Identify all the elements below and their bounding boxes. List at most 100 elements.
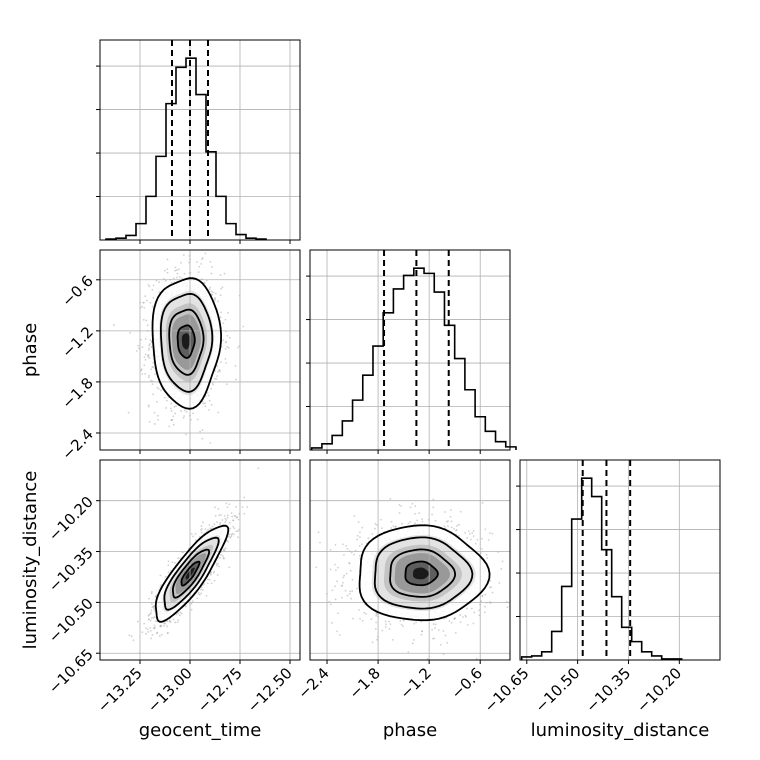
hist-bar-geocent_time [216,196,226,240]
x-axis-label-luminosity_distance: luminosity_distance [531,720,710,741]
hist-step-geocent_time [105,57,267,240]
sample-point [411,502,414,505]
sample-point [235,505,237,508]
sample-point [481,502,484,504]
sample-point [210,290,213,293]
sample-point [412,638,415,641]
sample-point [166,258,169,261]
sample-point [216,365,218,367]
sample-point [375,524,378,526]
sample-point [345,572,348,575]
sample-point [153,411,156,414]
sample-point [224,517,227,520]
sample-point [415,621,417,624]
sample-point [177,557,179,560]
sample-point [376,638,378,641]
sample-point [338,634,341,636]
sample-point [212,571,215,574]
sample-point [217,411,220,414]
sample-point [147,618,150,621]
sample-point [225,519,228,521]
sample-point [238,528,241,531]
hist-step-phase [310,267,517,450]
contour-line [151,277,223,410]
hist-bar-phase [414,268,424,450]
sample-point [358,609,360,611]
sample-point [342,576,345,579]
sample-point [388,620,390,623]
sample-point [234,515,237,517]
sample-point [176,272,179,275]
sample-point [149,339,152,341]
sample-point [421,518,423,520]
sample-point [172,618,175,621]
sample-point [414,512,416,515]
sample-point [350,597,353,600]
sample-point [464,531,467,534]
sample-point [113,324,115,326]
sample-point [190,418,192,421]
sample-point [148,357,151,360]
sample-point [487,539,490,541]
sample-point [160,389,162,392]
sample-point [164,575,167,578]
x-tick-label-luminosity_distance: −10.65 [481,664,533,716]
y-tick-label-luminosity_distance: −10.20 [45,493,97,545]
sample-point [212,383,214,386]
sample-point [234,378,237,381]
contour-line [404,560,439,587]
sample-point [447,525,449,528]
sample-point [358,536,361,539]
axes-frame [99,39,301,241]
sample-point [144,358,147,361]
sample-point [151,366,154,368]
sample-point [191,600,194,603]
sample-point [331,621,333,624]
sample-point [392,525,395,527]
sample-point [192,535,195,538]
sample-point [432,623,435,625]
sample-point [432,637,434,640]
sample-point [329,603,332,606]
sample-point [200,525,203,527]
sample-point [466,623,469,626]
sample-point [163,622,166,625]
sample-point [219,294,222,297]
sample-point [164,622,166,625]
sample-point [454,631,457,634]
sample-point [381,527,383,530]
sample-point [150,346,153,348]
sample-point [484,593,487,596]
sample-point [361,619,364,622]
sample-point [340,596,343,599]
sample-point [237,518,240,521]
sample-point [145,627,147,629]
hist-bar-luminosity_distance [592,497,602,660]
y-axis-label-phase: phase [20,323,41,377]
sample-point [241,506,244,509]
sample-point [468,532,471,535]
sample-point [220,311,223,314]
sample-point [177,612,180,615]
sample-point [168,425,171,428]
sample-point [201,429,204,432]
sample-point [140,368,143,371]
sample-point [234,364,237,367]
sample-point [375,614,377,617]
y-tick-label-luminosity_distance: −10.35 [45,544,97,596]
sample-point [171,418,174,421]
sample-point [491,532,494,535]
sample-point [246,506,249,508]
sample-point [475,657,478,660]
sample-point [353,514,356,517]
hist-grid-geocent_time [96,40,300,240]
sample-point [152,296,155,299]
sample-point [210,387,212,390]
sample-point [209,286,211,289]
sample-point [384,626,387,628]
sample-point [143,622,146,625]
sample-point [474,542,477,545]
sample-point [147,349,150,351]
sample-point [200,262,203,265]
sample-point [227,346,230,349]
